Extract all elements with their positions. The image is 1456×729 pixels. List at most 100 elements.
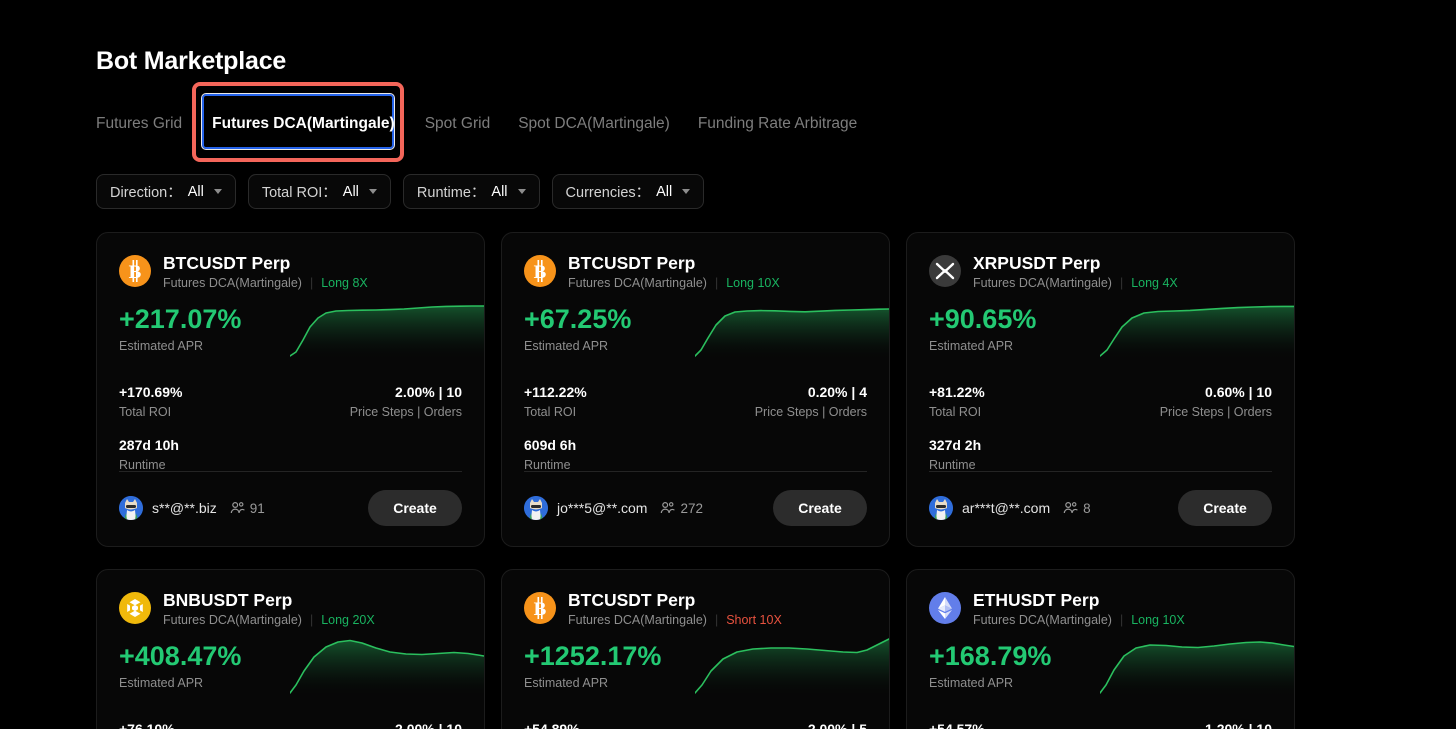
xrp-icon (929, 255, 961, 287)
create-button[interactable]: Create (368, 490, 462, 526)
owner-info: jo***5@**.com 272 (524, 496, 703, 520)
followers: 272 (660, 501, 703, 516)
bot-card[interactable]: B BTCUSDT Perp Futures DCA(Martingale) | Lon… (96, 232, 485, 547)
card-header-text: BNBUSDT Perp Futures DCA(Martingale) | Long… (163, 590, 375, 627)
users-icon (230, 501, 245, 514)
runtime-stat: 327d 2h Runtime (929, 437, 1272, 472)
filter-runtime-label: Runtime： (416, 185, 486, 201)
performance-sparkline-chart (1100, 300, 1294, 362)
card-header: ETHUSDT Perp Futures DCA(Martingale) | Long… (929, 590, 1272, 627)
owner-info: ar***t@**.com 8 (929, 496, 1091, 520)
pair-name: BTCUSDT Perp (568, 253, 696, 273)
price-steps-orders-stat: 0.20% | 4 Price Steps | Orders (755, 384, 867, 419)
active-tab-highlight: Futures DCA(Martingale) (192, 82, 405, 162)
estimated-apr-label: Estimated APR (119, 676, 204, 690)
price-steps-orders-label: Price Steps | Orders (754, 405, 867, 419)
performance-sparkline-chart (1100, 637, 1294, 699)
filter-currencies[interactable]: Currencies： All (551, 174, 705, 209)
runtime-label: Runtime (929, 458, 976, 472)
apr-section: +217.07% Estimated APR (119, 304, 484, 372)
stats-row: +81.22% Total ROI 0.60% | 10 Price Steps | … (929, 384, 1272, 419)
filter-direction-value: All (187, 183, 204, 200)
apr-section: +168.79% Estimated APR (929, 641, 1294, 709)
followers-count: 91 (249, 500, 265, 516)
filter-direction[interactable]: Direction： All (96, 174, 236, 209)
price-steps-orders-value: 0.20% | 4 (807, 384, 867, 400)
runtime-value: 327d 2h (929, 437, 982, 453)
strategy-label: Futures DCA(Martingale) (973, 613, 1112, 627)
price-steps-orders-label: Price Steps | Orders (1159, 405, 1272, 419)
total-roi-label: Total ROI (119, 405, 172, 419)
card-header: B BTCUSDT Perp Futures DCA(Martingale) | Lon… (119, 253, 462, 290)
bnb-icon (119, 592, 151, 624)
card-divider (524, 471, 867, 472)
total-roi-value: +54.57% (929, 721, 985, 729)
btc-icon: B (524, 255, 556, 287)
filter-total-roi-label: Total ROI： (261, 185, 337, 201)
subrow-divider: | (309, 276, 314, 290)
filter-runtime[interactable]: Runtime： All (402, 174, 540, 209)
tab-bar: Futures Grid Futures DCA(Martingale) Spo… (96, 82, 871, 162)
owner-name: jo***5@**.com (557, 500, 648, 516)
strategy-label: Futures DCA(Martingale) (163, 613, 302, 627)
page-title: Bot Marketplace (96, 47, 287, 75)
tab-futures-dca-martingale[interactable]: Futures DCA(Martingale) (212, 115, 395, 132)
runtime-value: 609d 6h (524, 437, 577, 453)
bot-card-grid: B BTCUSDT Perp Futures DCA(Martingale) | Lon… (96, 232, 1360, 729)
estimated-apr-value: +217.07% (119, 304, 242, 334)
side-leverage-badge: Long 8X (321, 276, 368, 290)
subrow-divider: | (1119, 613, 1124, 627)
filter-direction-label: Direction： (110, 185, 182, 201)
side-leverage-badge: Long 10X (1131, 613, 1185, 627)
card-subrow: Futures DCA(Martingale) | Short 10X (568, 613, 782, 627)
stats-row: +112.22% Total ROI 0.20% | 4 Price Steps | … (524, 384, 867, 419)
bot-card[interactable]: XRPUSDT Perp Futures DCA(Martingale) | Long… (906, 232, 1295, 547)
followers: 8 (1063, 501, 1091, 516)
filter-currencies-value: All (656, 183, 673, 200)
pair-name: BTCUSDT Perp (568, 590, 696, 610)
svg-text:B: B (129, 262, 142, 283)
tab-spot-grid[interactable]: Spot Grid (424, 115, 491, 132)
chevron-down-icon (682, 189, 691, 194)
subrow-divider: | (714, 276, 719, 290)
card-divider (119, 471, 462, 472)
strategy-label: Futures DCA(Martingale) (568, 276, 707, 290)
price-steps-orders-value: 2.00% | 5 (807, 721, 867, 729)
card-footer: s**@**.biz 91 Create (119, 490, 462, 526)
pair-name: BNBUSDT Perp (163, 590, 293, 610)
card-footer: ar***t@**.com 8 Create (929, 490, 1272, 526)
performance-sparkline-chart (290, 300, 484, 362)
bot-card[interactable]: B BTCUSDT Perp Futures DCA(Martingale) | Sho… (501, 569, 890, 729)
tab-funding-rate-arbitrage[interactable]: Funding Rate Arbitrage (697, 115, 858, 132)
tab-spot-dca-martingale[interactable]: Spot DCA(Martingale) (518, 115, 670, 132)
performance-sparkline-chart (695, 637, 889, 699)
subrow-divider: | (1119, 276, 1124, 290)
bot-card[interactable]: BNBUSDT Perp Futures DCA(Martingale) | Long… (96, 569, 485, 729)
side-leverage-badge: Long 10X (726, 276, 780, 290)
followers-count: 272 (680, 500, 704, 516)
bot-card[interactable]: B BTCUSDT Perp Futures DCA(Martingale) | Lon… (501, 232, 890, 547)
card-header: BNBUSDT Perp Futures DCA(Martingale) | Long… (119, 590, 462, 627)
pair-name: BTCUSDT Perp (163, 253, 291, 273)
btc-icon: B (119, 255, 151, 287)
tab-futures-grid[interactable]: Futures Grid (96, 115, 183, 132)
price-steps-orders-label: Price Steps | Orders (349, 405, 462, 419)
estimated-apr-value: +168.79% (929, 641, 1052, 671)
card-header: XRPUSDT Perp Futures DCA(Martingale) | Long… (929, 253, 1272, 290)
total-roi-stat: +112.22% Total ROI (524, 384, 587, 419)
price-steps-orders-stat: 2.00% | 10 Price Steps | Orders (350, 384, 462, 419)
card-subrow: Futures DCA(Martingale) | Long 10X (973, 613, 1185, 627)
subrow-divider: | (309, 613, 314, 627)
pair-name: ETHUSDT Perp (973, 590, 1100, 610)
performance-sparkline-chart (695, 300, 889, 362)
apr-section: +67.25% Estimated APR (524, 304, 889, 372)
create-button[interactable]: Create (773, 490, 867, 526)
create-button[interactable]: Create (1178, 490, 1272, 526)
price-steps-orders-stat: 0.60% | 10 Price Steps | Orders (1160, 384, 1272, 419)
filter-total-roi[interactable]: Total ROI： All (247, 174, 391, 209)
runtime-stat: 287d 10h Runtime (119, 437, 462, 472)
total-roi-stat: +76.10%Total ROI (119, 721, 175, 729)
bot-card[interactable]: ETHUSDT Perp Futures DCA(Martingale) | Long… (906, 569, 1295, 729)
